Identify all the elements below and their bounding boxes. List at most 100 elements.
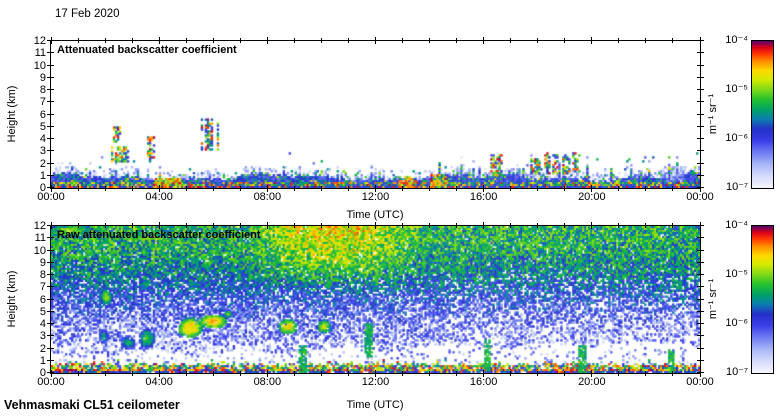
x-tick	[212, 371, 214, 376]
y-tick-label: 11	[34, 232, 46, 245]
y-tick	[47, 298, 54, 300]
x-tick	[77, 223, 79, 228]
colorbar-tick-label: 10⁻⁵	[725, 268, 748, 280]
x-tick	[429, 223, 431, 228]
x-tick	[320, 186, 322, 191]
x-tick-label: 20:00	[578, 191, 606, 203]
x-tick	[131, 38, 133, 43]
attenuated-backscatter-heatmap	[51, 41, 700, 188]
x-tick	[158, 370, 160, 377]
x-tick	[77, 371, 79, 376]
y-tick-label: 7	[39, 96, 46, 109]
x-tick	[266, 37, 268, 44]
x-tick	[347, 38, 349, 43]
colorbar-tick-label: 10⁻⁴	[725, 219, 748, 231]
x-tick-label: 20:00	[578, 376, 606, 388]
y-tick-label: 5	[39, 305, 46, 318]
y-tick-label: 9	[39, 256, 46, 269]
x-tick	[77, 38, 79, 43]
x-tick-label: 00:00	[37, 191, 65, 203]
y-tick	[47, 150, 54, 152]
y-tick	[697, 372, 704, 373]
x-tick	[672, 186, 674, 191]
y-tick	[697, 237, 704, 239]
x-tick	[402, 371, 404, 376]
y-tick	[697, 76, 704, 78]
y-tick	[47, 125, 54, 127]
y-tick	[697, 286, 704, 288]
y-tick	[47, 174, 54, 176]
x-tick	[591, 370, 593, 377]
y-tick-label: 12	[33, 35, 46, 47]
x-tick	[239, 186, 241, 191]
x-tick	[672, 371, 674, 376]
colorbar-tick-label: 10⁻⁶	[725, 132, 748, 144]
x-axis-label-bottom: Time (UTC)	[346, 399, 404, 411]
y-tick	[47, 76, 54, 78]
y-tick	[47, 335, 54, 337]
x-tick	[375, 185, 376, 192]
y-tick-label: 10	[33, 59, 46, 72]
x-tick	[564, 223, 566, 228]
y-tick	[47, 101, 54, 103]
x-tick	[375, 370, 376, 377]
y-tick-label: 7	[39, 281, 46, 294]
x-tick	[266, 370, 268, 377]
y-tick	[697, 310, 704, 312]
y-tick	[697, 125, 704, 127]
x-tick-label: 00:00	[686, 191, 714, 203]
x-tick	[104, 38, 106, 43]
y-tick	[697, 347, 704, 349]
x-tick	[429, 186, 431, 191]
x-tick	[185, 38, 187, 43]
x-tick	[320, 38, 322, 43]
x-tick	[483, 185, 485, 192]
y-tick	[47, 225, 54, 226]
colorbar-unit-label-bottom: m⁻¹ sr⁻¹	[707, 278, 719, 320]
x-tick	[185, 371, 187, 376]
x-tick	[375, 222, 376, 229]
y-tick	[697, 274, 704, 275]
x-tick	[50, 185, 52, 192]
y-tick	[47, 347, 54, 349]
colorbar-unit-label-top: m⁻¹ sr⁻¹	[707, 93, 719, 135]
y-tick	[697, 52, 704, 54]
y-tick-label: 8	[39, 84, 46, 96]
x-tick	[131, 186, 133, 191]
y-tick-label: 12	[33, 220, 46, 232]
x-tick-label: 08:00	[253, 191, 282, 203]
y-tick-label: 2	[39, 157, 46, 170]
plot-frame-bottom	[50, 225, 701, 374]
colorbar-tick-label: 10⁻⁶	[725, 317, 748, 329]
x-tick-label: 08:00	[253, 376, 282, 388]
y-tick	[47, 237, 54, 239]
y-tick	[47, 40, 54, 41]
y-tick	[697, 113, 704, 115]
y-tick	[47, 64, 54, 66]
x-tick	[347, 186, 349, 191]
y-tick-label: 1	[39, 169, 46, 182]
date-label: 17 Feb 2020	[55, 8, 120, 20]
y-tick-label: 6	[39, 293, 46, 306]
x-tick	[293, 186, 295, 191]
y-tick	[697, 225, 704, 226]
y-tick-label: 3	[39, 330, 46, 343]
y-tick-label: 0	[39, 367, 46, 379]
y-tick-label: 6	[39, 108, 46, 121]
colorbar-tick-label: 10⁻⁵	[725, 83, 748, 95]
x-tick-label: 12:00	[361, 376, 390, 388]
y-tick	[697, 138, 704, 139]
panel-title-top: Attenuated backscatter coefficient	[57, 44, 237, 56]
x-tick	[320, 371, 322, 376]
y-tick-label: 3	[39, 145, 46, 158]
x-tick	[618, 371, 620, 376]
y-tick	[47, 372, 54, 373]
x-tick	[564, 371, 566, 376]
x-tick	[672, 38, 674, 43]
x-tick	[537, 38, 539, 43]
x-tick	[158, 185, 160, 192]
x-tick-label: 04:00	[145, 376, 173, 388]
x-tick	[429, 38, 431, 43]
y-tick	[697, 174, 704, 176]
